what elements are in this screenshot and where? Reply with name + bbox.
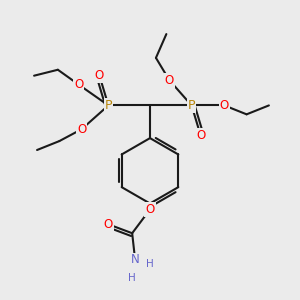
Text: O: O (220, 99, 229, 112)
Text: O: O (196, 129, 205, 142)
Text: P: P (188, 99, 195, 112)
Text: O: O (104, 218, 113, 231)
Text: O: O (165, 74, 174, 87)
Text: H: H (146, 260, 153, 269)
Text: P: P (105, 99, 112, 112)
Text: N: N (131, 254, 140, 266)
Text: O: O (74, 78, 83, 91)
Text: O: O (95, 69, 104, 82)
Text: O: O (146, 203, 154, 216)
Text: O: O (77, 123, 86, 136)
Text: H: H (128, 273, 136, 283)
